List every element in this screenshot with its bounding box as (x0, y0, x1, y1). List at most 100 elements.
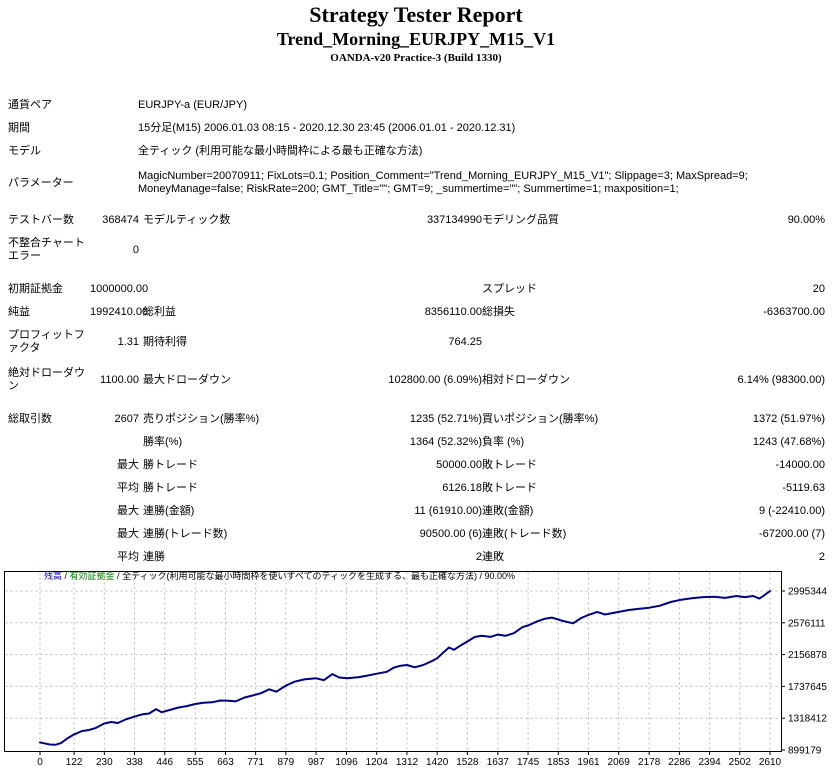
y-axis-label: 2995344 (788, 587, 827, 598)
row-value: 1235 (52.71%) (409, 413, 482, 425)
row-value: 337134990 (426, 214, 482, 226)
y-axis-label: 2576111 (788, 618, 826, 629)
row-value: 1372 (51.97%) (752, 413, 825, 425)
balance-legend-label: 残高 (44, 571, 63, 581)
table-row: モデル 全ティック (利用可能な最小時間枠による最も正確な方法) (8, 140, 825, 163)
row-label: モデリング品質 (482, 214, 559, 226)
x-axis-label: 2069 (608, 757, 631, 768)
row-label: 最大ドローダウン (143, 373, 231, 386)
row-value: 最大 (117, 528, 139, 540)
x-axis-label: 338 (126, 757, 143, 768)
y-axis-label: 2156878 (788, 650, 827, 661)
x-axis-label: 2394 (698, 757, 721, 768)
row-label: スプレッド (482, 283, 537, 295)
model-legend-label: 全ティック(利用可能な最小時間枠を使いすべてのティックを生成する、最も正確な方法… (122, 571, 477, 581)
row-value: 9 (-22410.00) (758, 505, 825, 517)
row-value-wide: 15分足(M15) 2006.01.03 08:15 - 2020.12.30 … (138, 122, 516, 134)
row-label: 負率 (%) (482, 436, 525, 448)
table-row: 初期証拠金 1000000.00 スプレッド 20 (8, 278, 825, 301)
y-axis-label: 1318412 (788, 714, 827, 725)
row-value: 平均 (117, 482, 139, 494)
x-axis-label: 879 (278, 757, 295, 768)
server-info: OANDA-v20 Practice-3 (Build 1330) (330, 52, 502, 64)
legend-separator: / (62, 571, 70, 581)
row-value: 2 (475, 551, 482, 563)
row-value: 最大 (117, 505, 139, 517)
table-row: 絶対ドローダウン 1100.00 最大ドローダウン 102800.00 (6.09%)… (8, 360, 825, 400)
chart-legend: 残高 / 有効証拠金 / 全ティック(利用可能な最小時間枠を使いすべてのティック… (44, 571, 515, 582)
row-value: 764.25 (448, 335, 482, 348)
row-value: 8356110.00 (424, 306, 482, 318)
row-label: 不整合チャートエラー (8, 237, 85, 262)
section-gap (8, 268, 825, 278)
row-label: 連敗 (482, 551, 504, 563)
row-value: 50000.00 (436, 459, 482, 471)
row-value: 368474 (102, 214, 139, 226)
row-label: 連勝(金額) (143, 505, 195, 517)
row-label: 連敗(トレード数) (482, 528, 567, 540)
table-row: プロフィットファクタ 1.31 期待利得 764.25 (8, 324, 825, 360)
x-axis-label: 122 (66, 757, 83, 768)
table-row: 純益 1992410.00 総利益 8356110.00 総損失 -6363700.00 (8, 301, 825, 324)
row-value: -5119.63 (782, 482, 825, 494)
row-value: 1364 (52.32%) (409, 436, 482, 448)
table-row: 平均 連勝 2 連敗 2 (8, 546, 825, 569)
row-label: プロフィットファクタ (8, 329, 85, 354)
section-gap (8, 400, 825, 408)
row-value-wide: MagicNumber=20070911; FixLots=0.1; Posit… (138, 170, 748, 195)
row-value-wide: 全ティック (利用可能な最小時間枠による最も正確な方法) (138, 145, 423, 157)
report-header: Strategy Tester Report Trend_Morning_EUR… (0, 0, 832, 66)
report-table: 通貨ペア EURJPY-a (EUR/JPY) 期間 15分足(M15) 2006.0… (8, 94, 825, 569)
x-axis-label: 1096 (335, 757, 358, 768)
row-label: 期待利得 (143, 335, 187, 348)
row-value: 6126.18 (442, 482, 482, 494)
row-value: 2607 (114, 413, 139, 425)
row-value: 平均 (117, 551, 139, 563)
row-label: 敗トレード (482, 459, 537, 471)
row-label: 勝率(%) (143, 436, 183, 448)
row-label: 期間 (8, 122, 30, 134)
row-value: 1.31 (117, 335, 139, 348)
row-label: 総利益 (143, 306, 176, 318)
x-axis-label: 2610 (759, 757, 782, 768)
row-value-wide: EURJPY-a (EUR/JPY) (138, 99, 248, 111)
row-value: 6.14% (98300.00) (737, 373, 825, 386)
x-axis-label: 1204 (366, 757, 389, 768)
table-row: 総取引数 2607 売りポジション(勝率%) 1235 (52.71%) 買いポジション… (8, 408, 825, 431)
balance-chart-canvas: 0 122 230 338 446 555 663 771 879 987 1096 1204 1312… (4, 571, 827, 768)
row-value: -6363700.00 (763, 306, 825, 318)
row-value: 90500.00 (6) (419, 528, 482, 540)
strategy-name: Trend_Morning_EURJPY_M15_V1 (276, 29, 556, 49)
table-row: 平均 勝トレード 6126.18 敗トレード -5119.63 (8, 477, 825, 500)
row-value: 102800.00 (6.09%) (388, 373, 482, 386)
table-row: 勝率(%) 1364 (52.32%) 負率 (%) 1243 (47.68%) (8, 431, 825, 454)
x-axis-label: 230 (96, 757, 113, 768)
row-label: 売りポジション(勝率%) (143, 413, 260, 425)
table-row: 通貨ペア EURJPY-a (EUR/JPY) (8, 94, 825, 117)
row-label: 買いポジション(勝率%) (482, 413, 599, 425)
x-axis-label: 446 (156, 757, 173, 768)
row-label: 勝トレード (143, 482, 198, 494)
y-axis-label: 1737645 (788, 682, 827, 693)
table-row: 不整合チャートエラー 0 (8, 232, 825, 268)
row-label: モデルティック数 (143, 214, 231, 226)
x-axis-label: 0 (37, 757, 43, 768)
row-value: 1992410.00 (90, 306, 149, 318)
row-value: 11 (61910.00) (414, 505, 482, 517)
x-axis-label: 1745 (517, 757, 540, 768)
row-value: 0 (132, 243, 139, 256)
x-axis-label: 1961 (577, 757, 600, 768)
table-row: 最大 勝トレード 50000.00 敗トレード -14000.00 (8, 454, 825, 477)
row-label: 純益 (8, 306, 30, 318)
row-value: 1243 (47.68%) (752, 436, 825, 448)
row-label: 連敗(金額) (482, 505, 534, 517)
x-axis-label: 1637 (487, 757, 510, 768)
x-axis-label: 555 (187, 757, 204, 768)
x-axis-label: 987 (308, 757, 325, 768)
row-value: 90.00% (787, 214, 825, 226)
row-label: モデル (8, 145, 41, 157)
x-axis-label: 1420 (426, 757, 449, 768)
row-label: パラメーター (8, 176, 74, 189)
quality-legend-label: 90.00% (484, 571, 516, 581)
x-axis-label: 771 (247, 757, 264, 768)
